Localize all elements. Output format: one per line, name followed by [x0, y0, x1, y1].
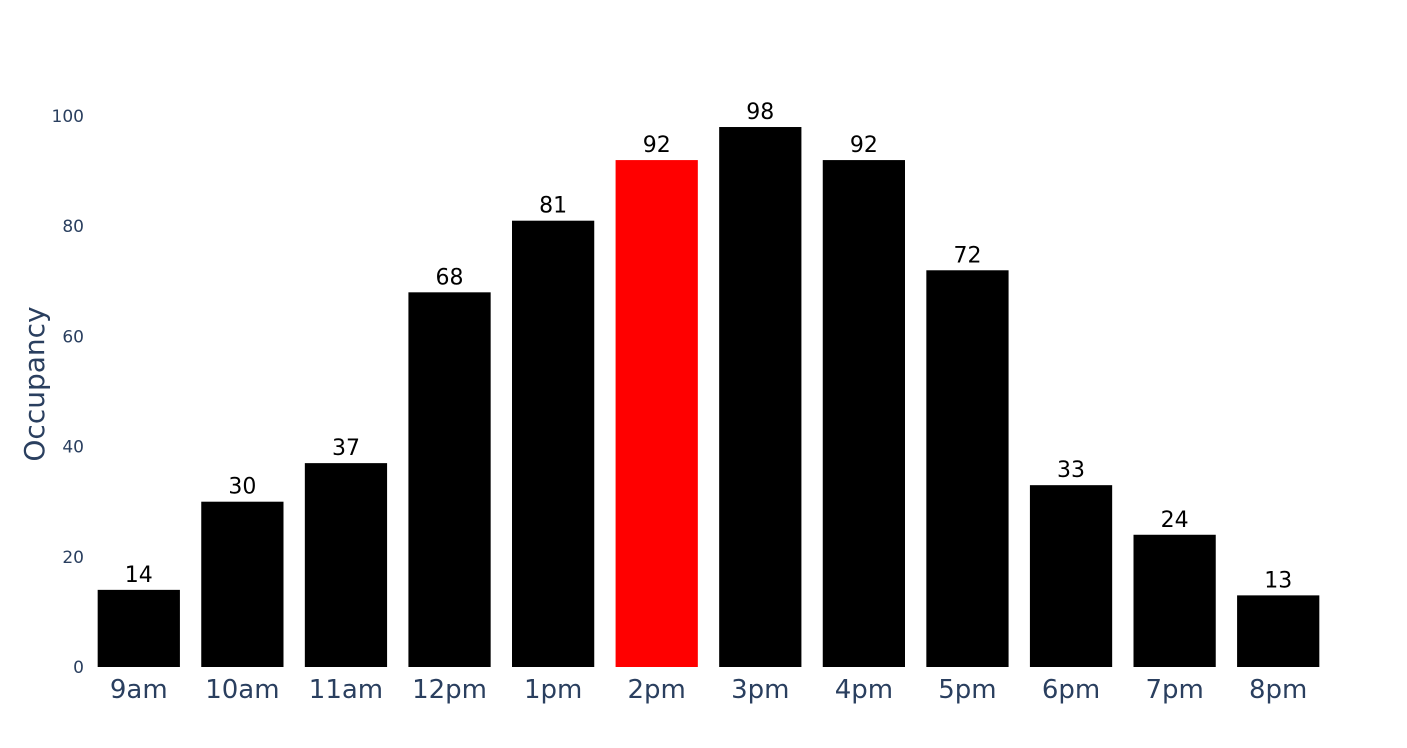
data-label-7pm: 24 — [1161, 508, 1189, 533]
data-label-11am: 37 — [332, 436, 360, 461]
x-tick-label-2pm: 2pm — [628, 675, 686, 705]
x-tick-label-4pm: 4pm — [835, 675, 893, 705]
data-label-10am: 30 — [228, 475, 256, 500]
bar-1pm — [512, 220, 595, 667]
data-label-4pm: 92 — [850, 133, 878, 158]
x-tick-label-11am: 11am — [309, 675, 383, 705]
y-tick-label: 80 — [62, 217, 84, 237]
bar-11am — [304, 463, 388, 667]
bar-8pm — [1237, 595, 1320, 667]
bar-3pm — [719, 127, 802, 667]
x-tick-label-1pm: 1pm — [524, 675, 582, 705]
x-tick-label-12pm: 12pm — [412, 675, 487, 705]
data-label-3pm: 98 — [746, 100, 774, 125]
x-tick-label-9am: 9am — [110, 675, 168, 705]
x-axis-ticks: 9am 10am 11am 12pm 1pm 2pm 3pm 4pm 5pm 6pm 7pm 8pm — [110, 675, 1308, 705]
y-axis-ticks: 0 20 40 60 80 100 — [52, 107, 84, 678]
y-tick-label: 100 — [52, 107, 84, 127]
bar-2pm — [615, 160, 698, 667]
bar-6pm — [1029, 485, 1113, 667]
bar-10am — [201, 501, 284, 667]
x-tick-label-7pm: 7pm — [1145, 675, 1203, 705]
data-label-12pm: 68 — [436, 265, 464, 290]
bar-4pm — [822, 160, 905, 667]
x-tick-label-10am: 10am — [205, 675, 279, 705]
y-tick-label: 40 — [62, 438, 84, 458]
y-axis-label: Occupancy — [18, 306, 51, 461]
data-label-1pm: 81 — [539, 194, 567, 219]
y-tick-label: 0 — [73, 658, 84, 678]
data-label-8pm: 13 — [1264, 568, 1292, 593]
y-tick-label: 60 — [62, 327, 84, 347]
x-tick-label-6pm: 6pm — [1042, 675, 1100, 705]
bar-9am — [97, 589, 180, 667]
data-label-5pm: 72 — [953, 243, 981, 268]
bar-5pm — [926, 270, 1009, 667]
bars — [97, 127, 1320, 667]
x-tick-label-3pm: 3pm — [731, 675, 789, 705]
bar-12pm — [408, 292, 491, 667]
x-tick-label-8pm: 8pm — [1249, 675, 1307, 705]
data-label-6pm: 33 — [1057, 458, 1085, 483]
y-tick-label: 20 — [62, 548, 84, 568]
bar-7pm — [1133, 534, 1216, 667]
x-tick-label-5pm: 5pm — [938, 675, 996, 705]
data-labels: 14 30 37 68 81 92 98 92 72 33 24 13 — [125, 100, 1292, 593]
data-label-2pm: 92 — [643, 133, 671, 158]
data-label-9am: 14 — [125, 563, 153, 588]
